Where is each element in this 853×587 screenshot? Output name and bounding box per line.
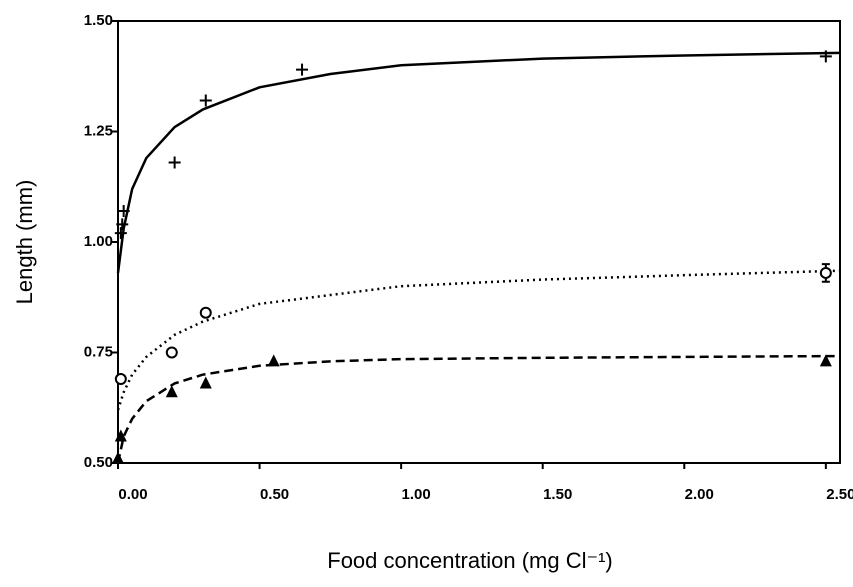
point [199, 94, 212, 107]
fit-curve [116, 51, 841, 274]
point [819, 266, 832, 279]
plot-frame [117, 20, 841, 464]
point [117, 205, 130, 218]
point [165, 385, 178, 398]
point [114, 373, 127, 386]
point [168, 156, 181, 169]
y-tick-label: 1.25 [84, 122, 113, 139]
point [165, 346, 178, 359]
point [199, 306, 212, 319]
x-tick-label: 2.00 [685, 486, 714, 503]
y-tick-label: 1.50 [84, 12, 113, 29]
point [114, 429, 127, 442]
y-axis-title: Length (mm) [12, 180, 37, 305]
y-tick-label: 0.50 [84, 454, 113, 471]
point [819, 354, 832, 367]
y-tick-label: 0.75 [84, 343, 113, 360]
point [112, 451, 124, 464]
point [819, 50, 832, 63]
point [114, 227, 127, 240]
y-tick-label: 1.00 [84, 233, 113, 250]
point [296, 63, 309, 76]
x-tick-label: 0.50 [260, 486, 289, 503]
x-tick-label: 1.50 [543, 486, 572, 503]
point [116, 218, 129, 231]
x-tick-label: 1.00 [402, 486, 431, 503]
x-tick-label: 0.00 [118, 486, 147, 503]
x-tick-label: 2.50 [826, 486, 853, 503]
fit-curve [116, 354, 841, 464]
x-axis-title: Food concentration (mg Cl⁻¹) [327, 548, 613, 573]
point [267, 354, 280, 367]
fit-curve [116, 269, 841, 411]
point [199, 376, 212, 389]
